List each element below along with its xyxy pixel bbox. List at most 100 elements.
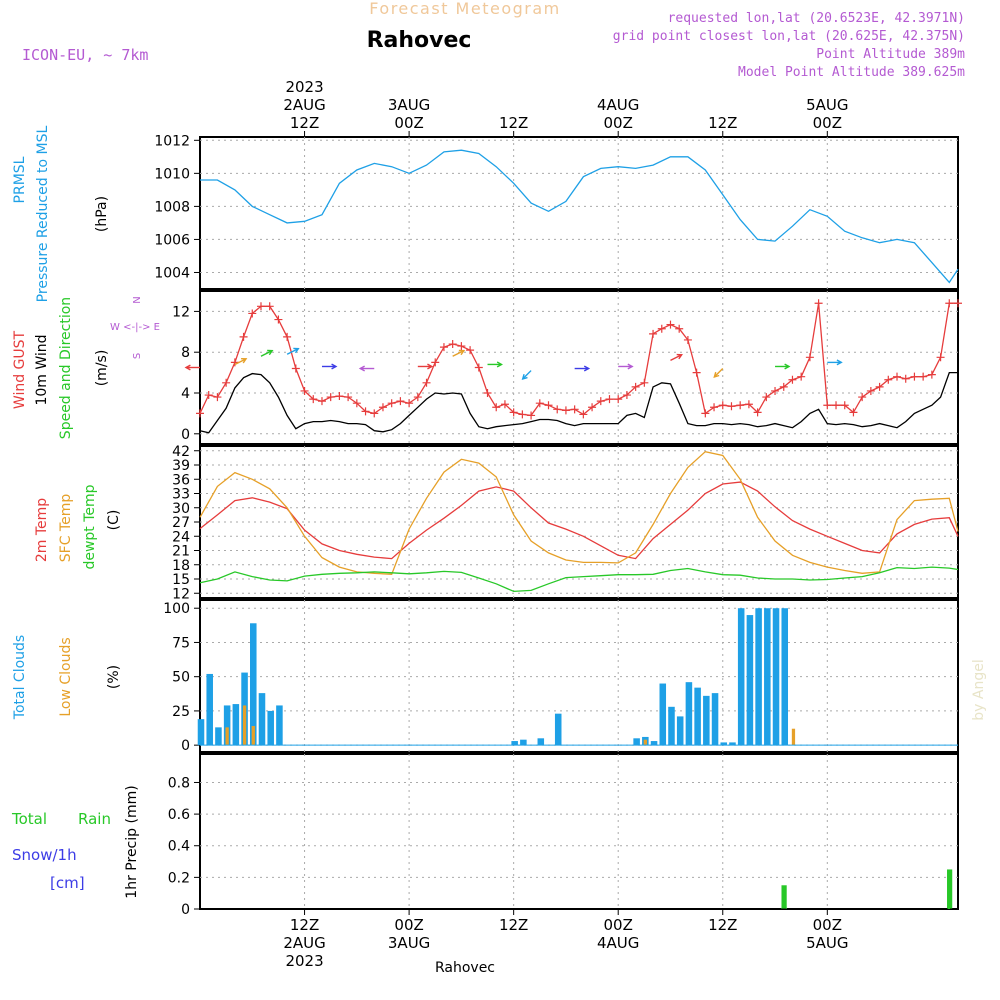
wind-direction-arrowhead: [241, 357, 248, 364]
gust-marker: [840, 401, 849, 410]
low-cloud-bar: [225, 727, 229, 746]
total-cloud-bar: [737, 608, 745, 746]
ytick-label: 42: [172, 444, 190, 460]
footer-station: Rahovec: [435, 960, 495, 976]
gust-marker: [431, 358, 440, 367]
total-cloud-bar: [197, 719, 205, 746]
gust-marker: [596, 397, 605, 406]
gust-marker: [213, 393, 222, 402]
gust-marker: [370, 409, 379, 418]
gust-marker: [744, 400, 753, 409]
ytick-label: 1006: [154, 232, 190, 248]
precip-label-snow: Snow/1h: [12, 846, 77, 864]
gust-marker: [500, 400, 509, 409]
total-cloud-bar: [703, 695, 710, 746]
gust-marker: [361, 407, 370, 416]
gust-marker: [527, 411, 536, 420]
series-10m-wind-line: [199, 371, 958, 434]
ytick-label: 0: [181, 902, 190, 918]
ytick-label: 30: [172, 501, 190, 517]
panel-temp-grid: [200, 446, 958, 598]
gust-marker: [788, 375, 797, 384]
gust-marker: [797, 372, 806, 381]
total-cloud-bar: [520, 739, 527, 746]
panel-clouds-yticks: 0 25 50 75 100: [163, 601, 200, 754]
time-label: 3AUG: [388, 96, 430, 114]
gust-marker: [317, 397, 326, 406]
pressure-label-prmsl: PRMSL: [12, 156, 28, 203]
gust-marker: [762, 393, 771, 402]
watermark: by Angel: [971, 659, 987, 720]
gust-marker: [666, 320, 675, 329]
time-label: 00Z: [394, 114, 423, 132]
total-cloud-bar: [764, 608, 771, 746]
time-label: 12Z: [708, 114, 737, 132]
pressure-label-reduced: Pressure Reduced to MSL: [35, 125, 51, 302]
precip-unit: 1hr Precip (mm): [124, 785, 140, 898]
ytick-label: 39: [172, 458, 190, 474]
wind-direction-arrowhead: [496, 361, 503, 368]
time-label: 12Z: [499, 916, 528, 934]
time-label: 2AUG: [283, 934, 325, 952]
ytick-label: 25: [172, 704, 190, 720]
wind-direction-arrow: [260, 350, 273, 357]
compass-south: S: [132, 353, 143, 359]
wind-direction-arrow: [286, 348, 299, 355]
gust-marker: [936, 353, 945, 362]
series-gust-line: [199, 302, 958, 417]
ytick-label: 0.2: [168, 870, 190, 886]
gust-marker: [893, 372, 902, 381]
gust-marker: [422, 378, 431, 387]
gust-marker: [901, 374, 910, 383]
precip-label-total: Total: [11, 810, 47, 828]
wind-direction-arrowhead: [713, 371, 720, 378]
gust-marker: [622, 391, 631, 400]
gust-marker: [579, 410, 588, 419]
time-label: 00Z: [604, 114, 633, 132]
gust-marker: [544, 401, 553, 410]
panel-clouds: 0 25 50 75 100 Total Clouds Low Clouds (%) b…: [12, 599, 987, 754]
time-label: 00Z: [813, 916, 842, 934]
wind-direction-arrow: [452, 350, 465, 357]
ytick-label: 24: [172, 529, 190, 545]
gust-marker: [222, 378, 231, 387]
wind-direction-arrowhead: [627, 363, 634, 370]
gust-marker: [823, 401, 832, 410]
gust-marker: [832, 401, 841, 410]
panel-wind-grid: [200, 291, 958, 444]
gust-marker: [710, 403, 719, 412]
gust-marker: [256, 302, 265, 311]
compass-we: W <-|-> E: [110, 322, 160, 333]
gust-marker: [675, 324, 684, 333]
gust-marker: [492, 403, 501, 412]
temp-label-sfc: SFC Temp: [58, 494, 74, 563]
total-cloud-bar: [694, 687, 701, 746]
gust-marker: [866, 386, 875, 395]
panel-pressure-grid: [200, 137, 958, 289]
total-cloud-bar: [537, 738, 545, 746]
ytick-label: 1004: [154, 265, 190, 281]
wind-direction-arrowhead: [676, 353, 683, 360]
ytick-label: 4: [181, 386, 190, 402]
total-cloud-bar: [267, 710, 274, 746]
rain-bar: [947, 869, 953, 909]
gust-marker: [614, 395, 623, 404]
gust-marker: [396, 397, 405, 406]
panel-pressure-plot: [200, 149, 959, 284]
time-label: 00Z: [813, 114, 842, 132]
wind-direction-arrowhead: [521, 373, 528, 380]
gust-marker: [649, 329, 658, 338]
ytick-label: 33: [172, 487, 190, 503]
panel-precipitation: 0 0.2 0.4 0.6 0.8 Total Rain Snow/1h [cm] 1h…: [11, 753, 959, 918]
wind-direction-arrow: [522, 370, 532, 380]
ytick-label: 8: [181, 345, 190, 361]
gust-marker: [518, 410, 527, 419]
panel-precip-yticks: 0 0.2 0.4 0.6 0.8: [168, 775, 200, 918]
gust-marker: [474, 363, 483, 372]
total-cloud-bar: [633, 738, 640, 746]
ytick-label: 0.4: [168, 839, 190, 855]
ytick-label: 1008: [154, 199, 190, 215]
low-cloud-bar: [791, 728, 796, 746]
header-point-altitude: Point Altitude 389m: [816, 47, 965, 62]
